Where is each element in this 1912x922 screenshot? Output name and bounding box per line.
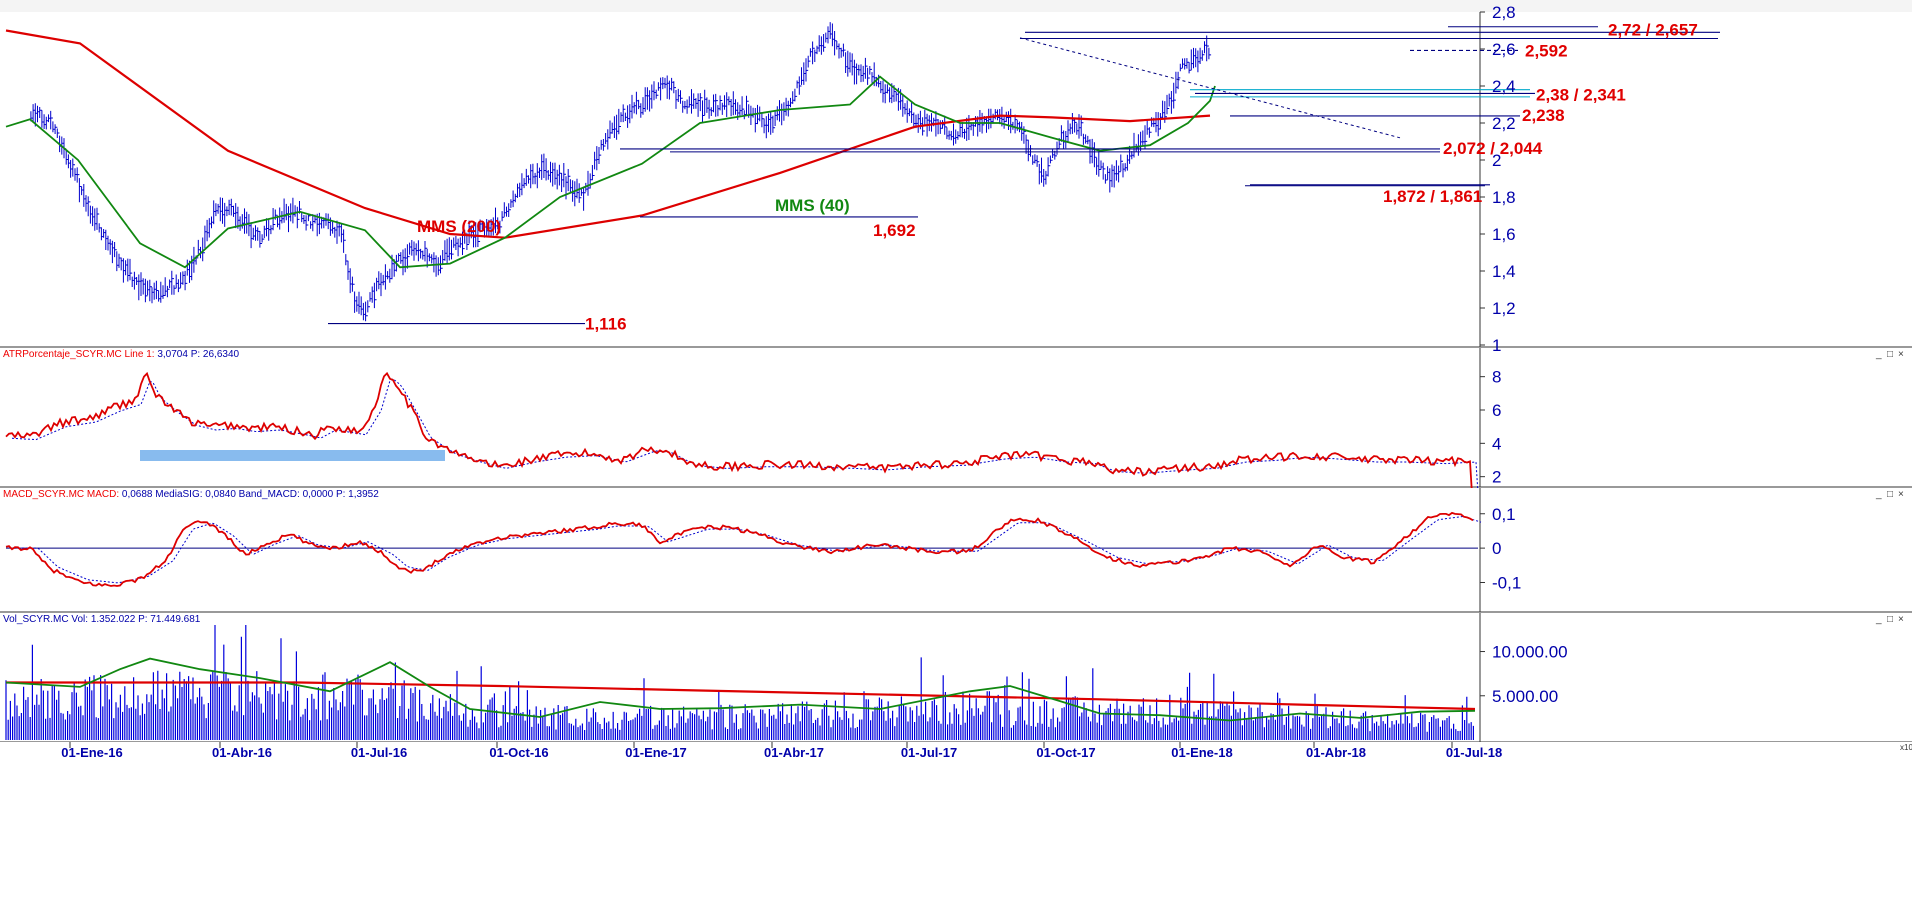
price-y-label: 1,4: [1492, 262, 1516, 281]
volume-y-label: 10.000.00: [1492, 643, 1568, 662]
atr-window-button: ×: [1898, 349, 1904, 360]
x-tick-label: 01-Jul-17: [901, 745, 957, 760]
macd-window-button: ×: [1898, 489, 1904, 500]
macd-signal-line: [14, 515, 1482, 584]
vol-mms200-line: [6, 681, 1476, 711]
x-axis-bg: [0, 742, 1912, 922]
volume-window-button: □: [1887, 614, 1893, 625]
panels: _□×SCYR.MC - SACYR - 1 d Dif. %: -2,23 D…: [0, 0, 1912, 849]
volume-header-seg: Vol_SCYR.MC Vol: 1.352.022 P: 71.449.681: [3, 614, 201, 625]
volume-window-button: ×: [1898, 614, 1904, 625]
x-tick-label: 01-Jul-18: [1446, 745, 1502, 760]
atr-header-seg: P: 26,6340: [188, 349, 240, 360]
panel-price: _□×SCYR.MC - SACYR - 1 d Dif. %: -2,23 D…: [0, 0, 1912, 417]
atr-window-button: □: [1887, 349, 1893, 360]
volume-bars: [5, 625, 1474, 740]
atr-window-button: _: [1875, 349, 1882, 360]
macd-y-label: 0: [1492, 539, 1501, 558]
mms40-label: MMS (40): [775, 196, 850, 215]
volume-y-label: 5.000.00: [1492, 687, 1558, 706]
price-y-label: 2,2: [1492, 114, 1516, 133]
panel-macd: _ □ × MACD_SCYR.MC MACD: 0,0688 MediaSIG: 0…: [0, 488, 1912, 699]
level-label: 1,692: [873, 221, 916, 240]
x-tick-label: 01-Oct-16: [489, 745, 548, 760]
price-bg: [0, 0, 1912, 345]
price-y-label: 1: [1492, 336, 1501, 355]
macd-y-label: -0,1: [1492, 574, 1521, 593]
atr-y-label: 2: [1492, 468, 1501, 487]
mms200-line: [5, 29, 1211, 239]
price-y-label: 2: [1492, 151, 1501, 170]
axes: 2,8 2,6 2,4 2,2 2 1,8 1,6 1,4 1,2 1 8 6 4 2 0,1 0 -0,1 10…: [0, 3, 1912, 922]
x-axis-corner: x10: [1900, 743, 1912, 752]
vol-mms20-line: [5, 657, 1476, 722]
atr-line: [5, 371, 1474, 511]
level-label: 1,872 / 1,861: [1383, 187, 1482, 206]
macd-window-button: □: [1887, 489, 1893, 500]
level-label: 2,592: [1525, 41, 1568, 60]
level-label: 2,238: [1522, 106, 1565, 125]
macd-y-label: 0,1: [1492, 505, 1516, 524]
level-label: 2,72 / 2,657: [1608, 20, 1698, 39]
atr-header-seg: 3,0704: [157, 349, 188, 360]
top-strip: [0, 0, 1912, 12]
x-tick-label: 01-Abr-18: [1306, 745, 1366, 760]
atr-y-label: 6: [1492, 401, 1501, 420]
x-tick-label: 01-Ene-18: [1171, 745, 1232, 760]
atr-header-seg: ATRPorcentaje_SCYR.MC Line 1:: [3, 349, 157, 360]
macd-window-button: _: [1875, 489, 1882, 500]
atr-y-label: 4: [1492, 434, 1501, 453]
x-tick-label: 01-Ene-16: [61, 745, 122, 760]
volume-window-button: _: [1875, 614, 1882, 625]
macd-bg: [0, 488, 1912, 610]
atr-bg: [0, 348, 1912, 485]
x-tick-label: 01-Oct-17: [1036, 745, 1095, 760]
atr-signal-line: [11, 378, 1480, 511]
price-bars: [30, 22, 1212, 322]
atr-highlight: [140, 450, 445, 461]
macd-line: [5, 511, 1474, 587]
x-tick-label: 01-Abr-16: [212, 745, 272, 760]
price-y-label: 2,6: [1492, 40, 1516, 59]
price-y-label: 2,4: [1492, 77, 1516, 96]
price-y-label: 1,6: [1492, 225, 1516, 244]
macd-header-seg: MACD_SCYR.MC MACD:: [3, 489, 122, 500]
macd-header-seg: 0,0688: [122, 489, 153, 500]
macd-header: MACD_SCYR.MC MACD: 0,0688 MediaSIG: 0,08…: [3, 489, 379, 500]
panel-atr: _ □ × ATRPorcentaje_SCYR.MC Line 1: 3,0704 …: [0, 348, 1912, 511]
x-tick-label: 01-Ene-17: [625, 745, 686, 760]
level-label: 1,116: [585, 315, 627, 334]
x-tick-label: 01-Jul-16: [351, 745, 407, 760]
volume-header: Vol_SCYR.MC Vol: 1.352.022 P: 71.449.681: [3, 614, 201, 625]
level-label: 2,38 / 2,341: [1536, 85, 1626, 104]
atr-header: ATRPorcentaje_SCYR.MC Line 1: 3,0704 P: …: [3, 349, 240, 360]
atr-y-label: 8: [1492, 368, 1501, 387]
level-label: 2,072 / 2,044: [1443, 139, 1543, 158]
x-tick-label: 01-Abr-17: [764, 745, 824, 760]
price-y-label: 1,8: [1492, 188, 1516, 207]
macd-header-seg: MediaSIG: 0,0840 Band_MACD: 0,0000 P: 1,…: [153, 489, 380, 500]
price-y-label: 2,8: [1492, 3, 1516, 22]
price-y-label: 1,2: [1492, 299, 1516, 318]
mms200-label: MMS (200): [417, 217, 501, 236]
